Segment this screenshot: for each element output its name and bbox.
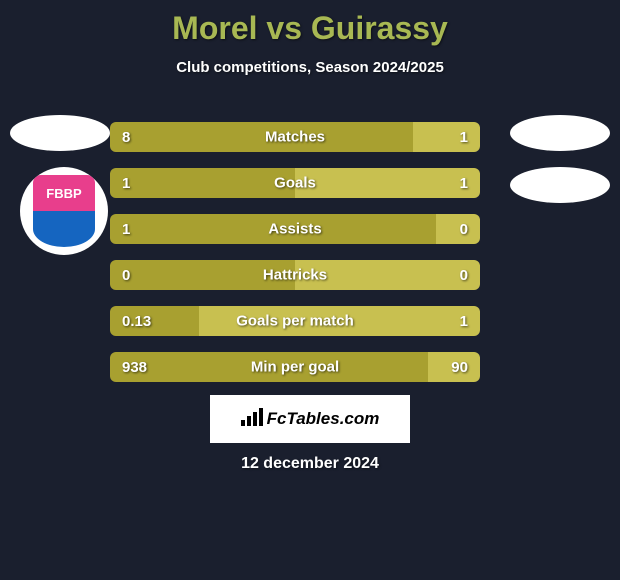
stat-right-value: 1 [460, 175, 468, 192]
stat-right-value: 1 [460, 313, 468, 330]
right-badge-oval-2 [510, 167, 610, 203]
shield-top: FBBP [33, 175, 95, 211]
brand-box: FcTables.com [210, 395, 410, 443]
stat-row: 0 0 Hattricks [110, 260, 480, 290]
stat-bar-left: 8 [110, 122, 413, 152]
stat-bar-right: 1 [413, 122, 480, 152]
stat-right-value: 0 [460, 267, 468, 284]
chart-icon [241, 408, 263, 431]
stat-left-value: 1 [122, 221, 130, 238]
stat-left-value: 0 [122, 267, 130, 284]
stat-bar-right: 0 [436, 214, 480, 244]
stat-right-value: 0 [460, 221, 468, 238]
stat-left-value: 1 [122, 175, 130, 192]
stat-row: 1 1 Goals [110, 168, 480, 198]
date-text: 12 december 2024 [241, 455, 379, 473]
stat-right-value: 1 [460, 129, 468, 146]
right-badge-oval-1 [510, 115, 610, 151]
shield-text: FBBP [46, 186, 81, 201]
stat-row: 1 0 Assists [110, 214, 480, 244]
stat-right-value: 90 [451, 359, 468, 376]
stat-label: Min per goal [251, 359, 339, 376]
stat-row: 8 1 Matches [110, 122, 480, 152]
stat-label: Hattricks [263, 267, 327, 284]
left-badges-container: FBBP [10, 115, 110, 255]
stat-left-value: 938 [122, 359, 147, 376]
stat-bar-left: 1 [110, 168, 295, 198]
stat-left-value: 8 [122, 129, 130, 146]
left-badge-oval-1 [10, 115, 110, 151]
stat-bar-right: 1 [295, 168, 480, 198]
right-badges-container [510, 115, 610, 219]
shield-bottom [33, 211, 95, 247]
stat-label: Matches [265, 129, 325, 146]
stat-label: Assists [268, 221, 321, 238]
page-title: Morel vs Guirassy [0, 0, 620, 47]
stat-bar-right: 90 [428, 352, 480, 382]
stat-bar-left: 0.13 [110, 306, 199, 336]
brand-text: FcTables.com [267, 409, 380, 429]
stat-row: 0.13 1 Goals per match [110, 306, 480, 336]
stat-row: 938 90 Min per goal [110, 352, 480, 382]
stat-label: Goals [274, 175, 316, 192]
stat-label: Goals per match [236, 313, 354, 330]
subtitle: Club competitions, Season 2024/2025 [0, 59, 620, 76]
stat-left-value: 0.13 [122, 313, 151, 330]
stats-bars: 8 1 Matches 1 1 Goals 1 0 Assists 0 0 Hattricks 0.13… [110, 122, 480, 398]
shield-icon: FBBP [33, 175, 95, 247]
left-team-badge: FBBP [20, 167, 108, 255]
